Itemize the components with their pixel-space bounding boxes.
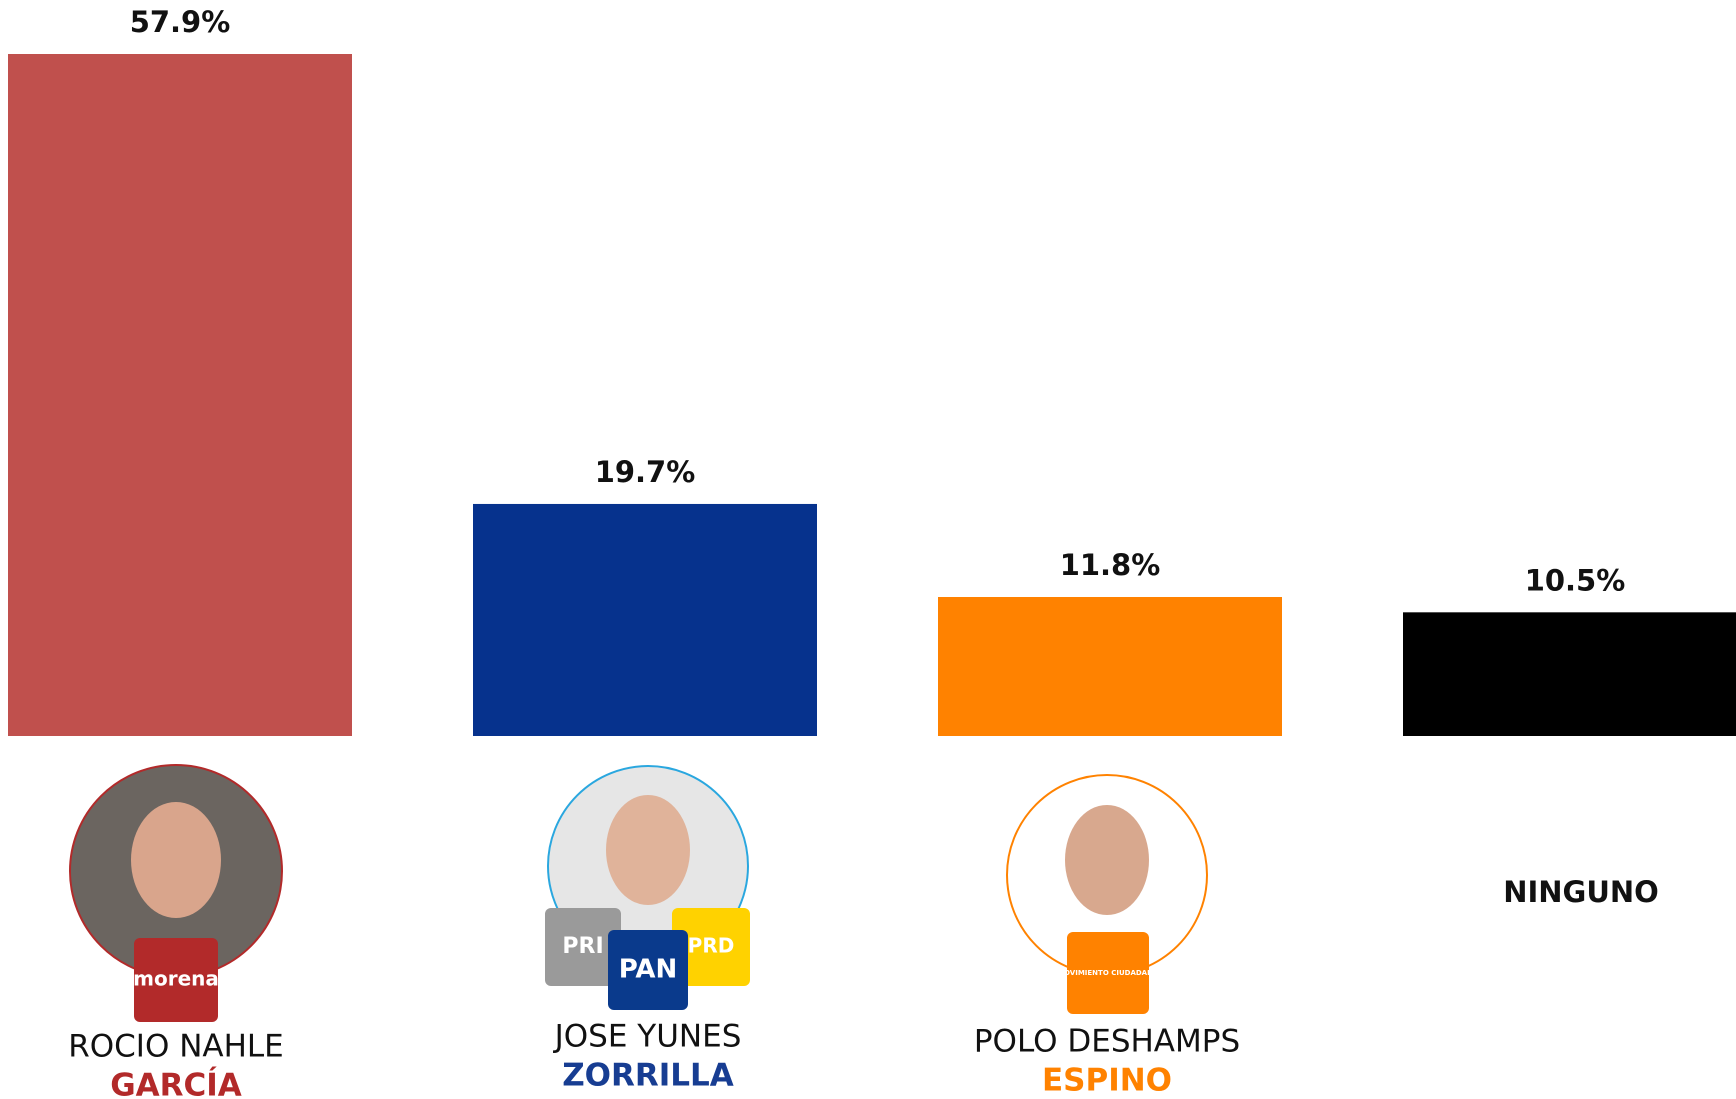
bar	[1403, 612, 1736, 736]
candidate-surname: ESPINO	[1042, 1063, 1172, 1099]
face	[131, 802, 221, 918]
party-logo-text: MOVIMIENTO CIUDADANO	[1057, 969, 1159, 977]
candidate-name: POLO DESHAMPS	[974, 1024, 1240, 1060]
bar	[8, 54, 352, 736]
bar	[473, 503, 817, 736]
party-logo	[672, 908, 750, 986]
value-label: 10.5%	[1525, 563, 1626, 597]
candidate-name: NINGUNO	[1503, 875, 1659, 909]
value-label: 11.8%	[1060, 548, 1161, 582]
party-logo	[608, 930, 688, 1010]
candidate-surname: ZORRILLA	[562, 1058, 734, 1094]
bar	[938, 597, 1282, 736]
party-logo-text: PAN	[619, 955, 678, 985]
party-logo	[1067, 932, 1149, 1014]
party-logo-text: PRD	[688, 934, 735, 958]
face	[606, 795, 690, 905]
value-label: 57.9%	[130, 5, 231, 39]
party-logo-text: PRI	[562, 934, 603, 959]
candidate-surname: GARCÍA	[110, 1068, 242, 1099]
face	[1065, 805, 1149, 915]
value-label: 19.7%	[595, 455, 696, 489]
candidate-name: ROCIO NAHLE	[68, 1029, 284, 1065]
party-logo-text: morena	[133, 967, 219, 991]
party-logo	[134, 938, 218, 1022]
candidate-name: JOSE YUNES	[553, 1019, 742, 1055]
party-logo	[545, 908, 621, 986]
